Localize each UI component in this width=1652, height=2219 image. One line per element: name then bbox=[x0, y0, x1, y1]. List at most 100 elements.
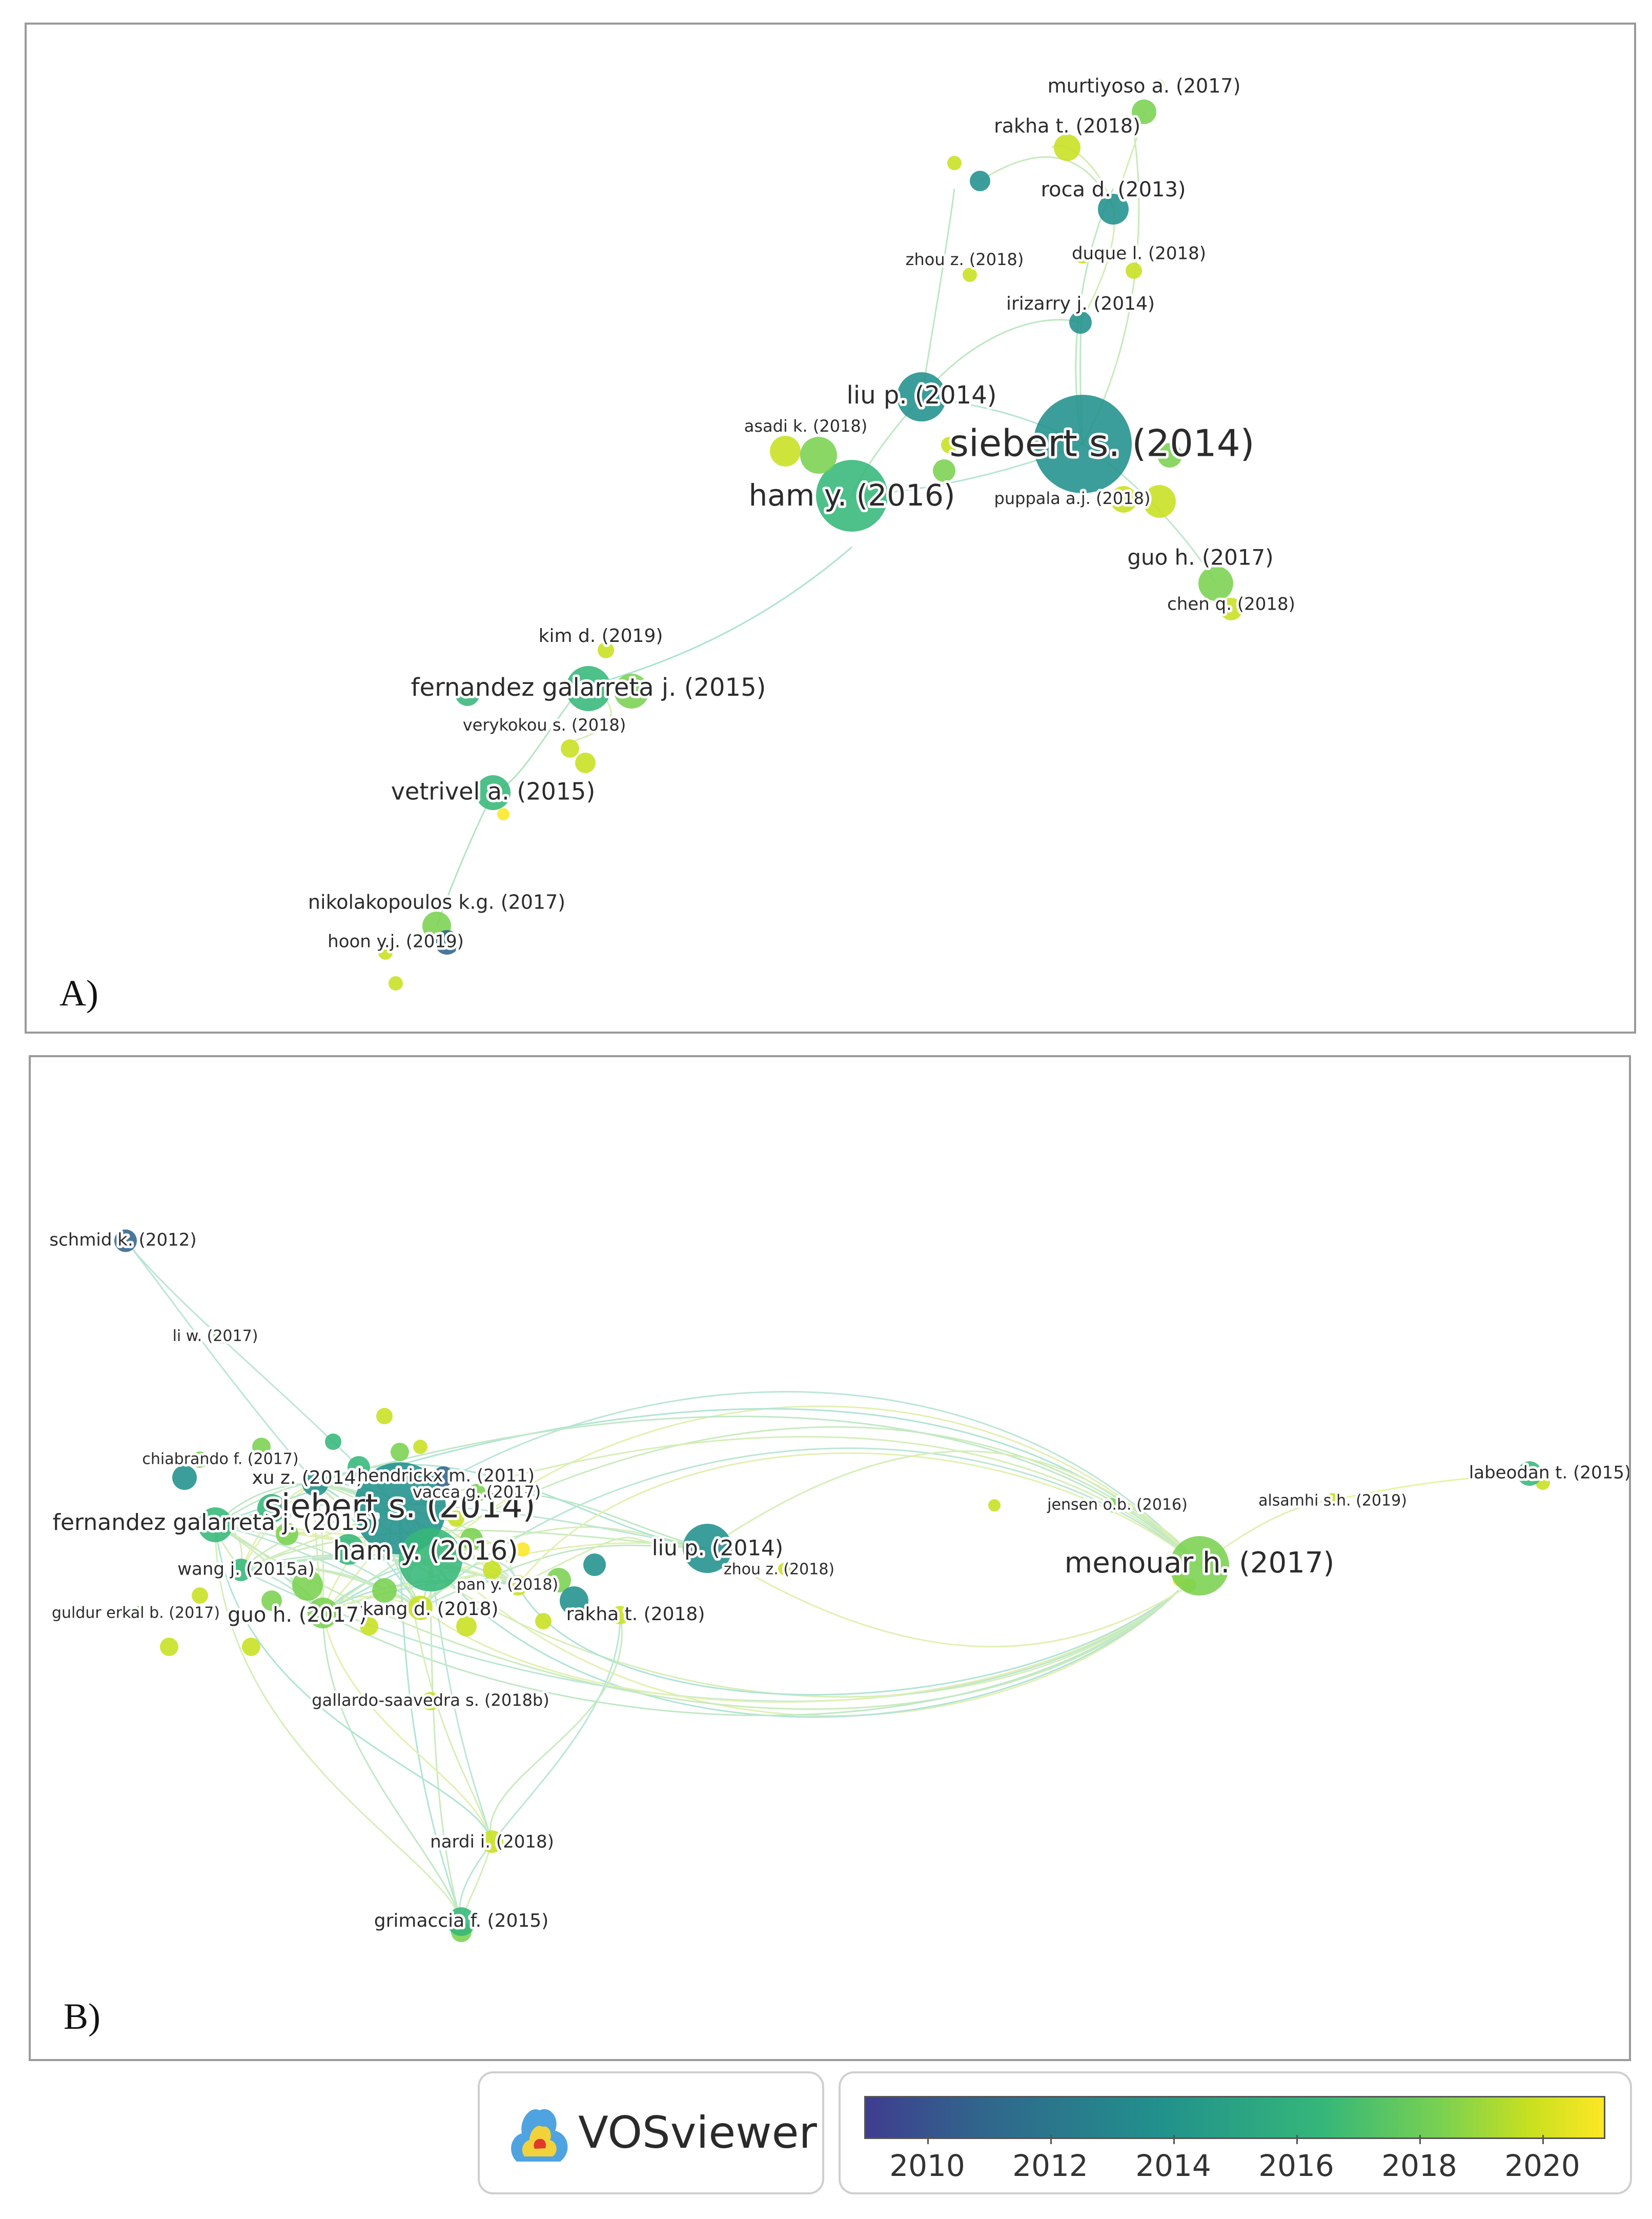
node-chiabrando-b[interactable] bbox=[192, 1451, 208, 1468]
node-guo-a[interactable] bbox=[1198, 566, 1233, 601]
node-minor-a-8[interactable] bbox=[614, 674, 649, 709]
node-kim-a[interactable] bbox=[598, 642, 614, 658]
node-minor-b-12[interactable] bbox=[560, 1586, 588, 1615]
node-minor-b-28[interactable] bbox=[988, 1499, 1001, 1511]
edge bbox=[399, 1391, 1200, 1566]
node-gallardo-b[interactable] bbox=[421, 1692, 440, 1710]
node-minor-a-11[interactable] bbox=[497, 808, 509, 820]
node-minor-a-12[interactable] bbox=[435, 930, 459, 955]
node-chen-a[interactable] bbox=[1220, 598, 1242, 620]
node-hoon-a[interactable] bbox=[378, 945, 393, 960]
node-minor-b-8[interactable] bbox=[372, 1578, 397, 1603]
node-minor-b-9[interactable] bbox=[460, 1528, 483, 1550]
node-kang-b[interactable] bbox=[408, 1596, 433, 1620]
node-minor-b-0[interactable] bbox=[172, 1465, 197, 1490]
node-minor-a-5[interactable] bbox=[933, 459, 955, 482]
label-siebert-a: siebert s. (2014) bbox=[949, 422, 1254, 465]
node-minor-b-19[interactable] bbox=[376, 1408, 393, 1424]
label-fernandez-a: fernandez galarreta j. (2015) bbox=[411, 673, 766, 702]
node-rakha-b[interactable] bbox=[611, 1606, 629, 1624]
node-puppala-a[interactable] bbox=[1110, 486, 1137, 513]
node-minor-b-23[interactable] bbox=[535, 1613, 552, 1629]
node-minor-b-13[interactable] bbox=[583, 1554, 606, 1576]
node-minor-b-17[interactable] bbox=[160, 1638, 178, 1656]
node-zhou-a[interactable] bbox=[963, 268, 977, 282]
node-roca-a[interactable] bbox=[1098, 194, 1129, 225]
node-murtiyoso-a[interactable] bbox=[1132, 99, 1156, 124]
node-minor-a-10[interactable] bbox=[575, 753, 596, 773]
node-hendrickx-b[interactable] bbox=[433, 1466, 454, 1487]
node-minor-b-31[interactable] bbox=[391, 1443, 409, 1461]
node-labeodan-b[interactable] bbox=[1517, 1461, 1542, 1486]
node-minor-b-16[interactable] bbox=[242, 1638, 260, 1656]
node-minor-a-0[interactable] bbox=[1152, 79, 1165, 91]
node-minor-a-13[interactable] bbox=[389, 976, 403, 991]
label-nikolakopoulos-a: nikolakopoulos k.g. (2017) bbox=[308, 891, 565, 914]
node-minor-a-6[interactable] bbox=[1157, 443, 1182, 468]
node-pan-b[interactable] bbox=[507, 1575, 528, 1596]
node-grimaccia-b[interactable] bbox=[447, 1907, 476, 1936]
node-minor-b-4[interactable] bbox=[333, 1534, 364, 1565]
node-verykokou-a[interactable] bbox=[561, 739, 579, 758]
node-siebert-a[interactable] bbox=[1033, 395, 1132, 493]
node-irizarry-a[interactable] bbox=[1069, 311, 1092, 334]
node-minor-b-18[interactable] bbox=[192, 1587, 208, 1604]
node-rakha-a[interactable] bbox=[1054, 134, 1080, 161]
node-minor-a-1[interactable] bbox=[947, 156, 962, 170]
node-minor-a-3[interactable] bbox=[800, 437, 837, 474]
node-guo-b[interactable] bbox=[308, 1598, 338, 1628]
node-minor-b-15[interactable] bbox=[360, 1617, 378, 1636]
node-minor-b-22[interactable] bbox=[516, 1542, 530, 1557]
node-vetrivel-a[interactable] bbox=[476, 775, 511, 810]
node-minor-b-3[interactable] bbox=[276, 1523, 298, 1545]
node-xu-b[interactable] bbox=[302, 1469, 329, 1496]
year-tick bbox=[1542, 2135, 1544, 2144]
node-minor-a-4[interactable] bbox=[941, 437, 957, 453]
node-minor-b-26[interactable] bbox=[1378, 1492, 1390, 1504]
label-irizarry-a: irizarry j. (2014) bbox=[1006, 293, 1155, 314]
node-liu-a[interactable] bbox=[897, 372, 946, 421]
node-ham-a[interactable] bbox=[816, 460, 888, 532]
node-alsamhi-b[interactable] bbox=[1325, 1493, 1340, 1507]
year-tick-label-2014: 2014 bbox=[1135, 2148, 1211, 2183]
year-tick bbox=[927, 2135, 929, 2144]
label-kim-a: kim d. (2019) bbox=[539, 626, 663, 647]
node-jensen-b[interactable] bbox=[1105, 1498, 1119, 1512]
node-minor-a-2[interactable] bbox=[970, 171, 990, 191]
node-menouar-b[interactable] bbox=[1170, 1536, 1229, 1596]
node-wang-b[interactable] bbox=[230, 1559, 252, 1581]
node-fernandez-a[interactable] bbox=[566, 666, 611, 711]
node-minor-b-30[interactable] bbox=[325, 1434, 341, 1450]
node-minor-b-6[interactable] bbox=[292, 1570, 323, 1601]
edge bbox=[420, 1447, 1200, 1609]
edge bbox=[569, 699, 612, 743]
label-puppala-a: puppala a.j. (2018) bbox=[994, 489, 1151, 508]
node-minor-b-5[interactable] bbox=[348, 1456, 370, 1479]
node-minor-b-14[interactable] bbox=[456, 1616, 477, 1637]
node-minor-b-2[interactable] bbox=[257, 1494, 286, 1523]
node-nardi-b[interactable] bbox=[481, 1830, 503, 1853]
node-liw-b[interactable] bbox=[213, 1329, 228, 1344]
node-fernandez-b[interactable] bbox=[198, 1507, 233, 1542]
node-schmid-b[interactable] bbox=[114, 1229, 137, 1252]
node-minor-b-21[interactable] bbox=[448, 1510, 464, 1527]
node-minor-b-10[interactable] bbox=[483, 1561, 501, 1579]
edge bbox=[430, 1559, 1180, 1718]
node-minor-a-14[interactable] bbox=[1074, 247, 1091, 264]
node-guldur-b[interactable] bbox=[131, 1606, 146, 1621]
node-vacca-b[interactable] bbox=[467, 1484, 486, 1502]
label-xu-b: xu z. (2014) bbox=[252, 1467, 363, 1488]
node-asadi-a[interactable] bbox=[770, 436, 801, 467]
label-grimaccia-b: grimaccia f. (2015) bbox=[374, 1910, 549, 1931]
edge bbox=[707, 1547, 1190, 1648]
node-duque-a[interactable] bbox=[1126, 263, 1142, 279]
node-liu-b[interactable] bbox=[683, 1524, 732, 1573]
node-minor-b-20[interactable] bbox=[413, 1440, 427, 1454]
node-minor-b-1[interactable] bbox=[252, 1438, 271, 1456]
node-minor-b-7[interactable] bbox=[261, 1590, 282, 1611]
node-ham-b[interactable] bbox=[399, 1528, 462, 1591]
node-minor-b-11[interactable] bbox=[546, 1568, 571, 1592]
node-minor-a-7[interactable] bbox=[1143, 485, 1176, 518]
node-minor-a-9[interactable] bbox=[455, 681, 480, 706]
node-zhou-b[interactable] bbox=[778, 1563, 790, 1575]
